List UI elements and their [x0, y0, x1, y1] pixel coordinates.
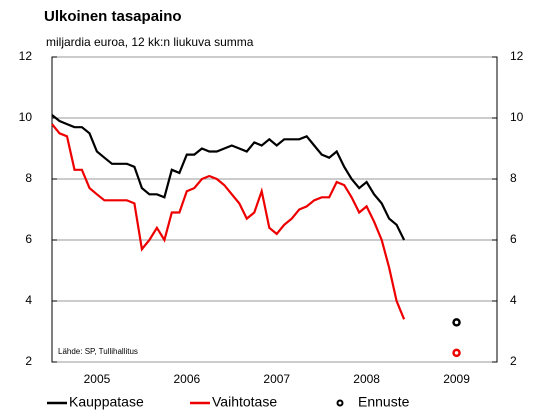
y2-tick-label: 12 — [510, 49, 524, 63]
legend-marker — [336, 399, 344, 407]
series-line — [51, 114, 406, 241]
y2-tick-label: 2 — [510, 354, 517, 368]
forecast-point — [452, 318, 461, 327]
x-tick-label: 2007 — [263, 372, 290, 386]
y2-tick-label: 10 — [510, 110, 524, 124]
series-line — [51, 123, 406, 320]
x-tick-label: 2009 — [443, 372, 470, 386]
source-note: Lähde: SP, Tullihallitus — [58, 347, 138, 356]
legend-label: Ennuste — [358, 394, 410, 410]
y-tick-label: 6 — [25, 232, 32, 246]
y-tick-label: 12 — [19, 49, 33, 63]
legend-label: Kauppatase — [69, 394, 144, 410]
chart-subtitle: miljardia euroa, 12 kk:n liukuva summa — [46, 35, 254, 49]
plot-frame — [51, 56, 498, 363]
y-tick-label: 10 — [19, 110, 33, 124]
x-tick-label: 2005 — [84, 372, 111, 386]
forecast-point — [452, 348, 461, 358]
y2-tick-label: 4 — [510, 293, 517, 307]
y-tick-label: 2 — [25, 354, 32, 368]
y2-tick-label: 6 — [510, 232, 517, 246]
y2-tick-label: 8 — [510, 171, 517, 185]
chart-title: Ulkoinen tasapaino — [44, 8, 182, 25]
y-tick-label: 8 — [25, 171, 32, 185]
x-tick-label: 2006 — [173, 372, 200, 386]
x-tick-label: 2008 — [353, 372, 380, 386]
legend-label: Vaihtotase — [212, 394, 277, 410]
y-tick-label: 4 — [25, 293, 32, 307]
